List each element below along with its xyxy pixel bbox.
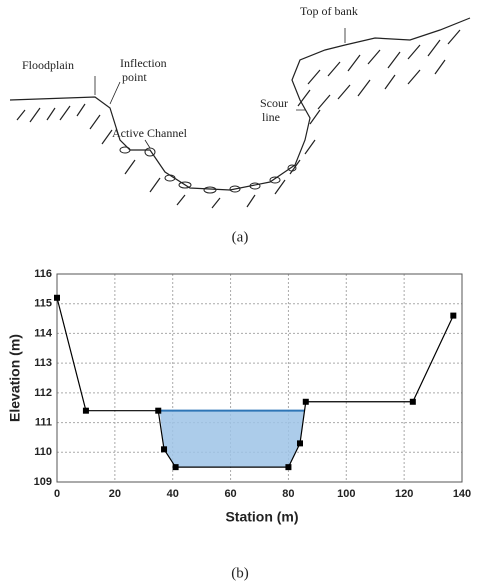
y-tick-label: 112 bbox=[34, 387, 52, 399]
y-tick-label: 116 bbox=[34, 268, 52, 280]
label: Top of bank bbox=[300, 4, 358, 18]
water-area bbox=[159, 410, 305, 468]
point bbox=[285, 464, 292, 471]
profile-line bbox=[56, 297, 454, 468]
point bbox=[82, 407, 89, 414]
plot-frame bbox=[56, 273, 463, 483]
label: Scour bbox=[260, 96, 288, 110]
x-tick-label: 80 bbox=[282, 488, 294, 500]
y-tick-label: 110 bbox=[34, 446, 52, 458]
point bbox=[54, 294, 60, 301]
y-tick-label: 109 bbox=[34, 476, 52, 488]
label: Inflection bbox=[120, 56, 167, 70]
x-tick-label: 40 bbox=[167, 488, 179, 500]
x-axis-label: Station (m) bbox=[225, 509, 298, 525]
point bbox=[409, 398, 416, 405]
point bbox=[161, 446, 168, 453]
y-tick-label: 113 bbox=[34, 357, 52, 369]
x-tick-label: 0 bbox=[54, 488, 60, 500]
x-tick-label: 100 bbox=[337, 488, 355, 500]
x-tick-label: 120 bbox=[395, 488, 413, 500]
x-tick-label: 140 bbox=[453, 488, 471, 500]
label: Active Channel bbox=[112, 126, 188, 140]
point bbox=[302, 398, 309, 405]
caption: (a) bbox=[232, 229, 249, 245]
label: point bbox=[122, 70, 147, 84]
point bbox=[172, 464, 179, 471]
point bbox=[297, 440, 303, 447]
y-tick-label: 111 bbox=[35, 416, 52, 428]
label: line bbox=[262, 110, 280, 124]
y-tick-label: 114 bbox=[34, 327, 53, 339]
x-tick-label: 20 bbox=[109, 488, 121, 500]
point bbox=[450, 312, 457, 319]
y-axis-label: Elevation (m) bbox=[7, 334, 23, 422]
y-tick-label: 115 bbox=[34, 298, 52, 310]
caption: (b) bbox=[231, 565, 249, 581]
x-tick-label: 60 bbox=[224, 488, 236, 500]
point bbox=[155, 407, 162, 414]
label: Floodplain bbox=[22, 58, 74, 72]
sketch bbox=[9, 17, 471, 209]
